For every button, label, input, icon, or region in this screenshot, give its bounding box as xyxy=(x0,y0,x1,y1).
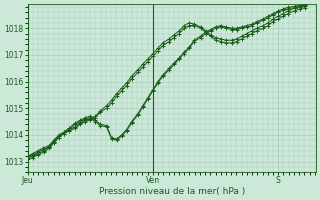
X-axis label: Pression niveau de la mer( hPa ): Pression niveau de la mer( hPa ) xyxy=(99,187,245,196)
